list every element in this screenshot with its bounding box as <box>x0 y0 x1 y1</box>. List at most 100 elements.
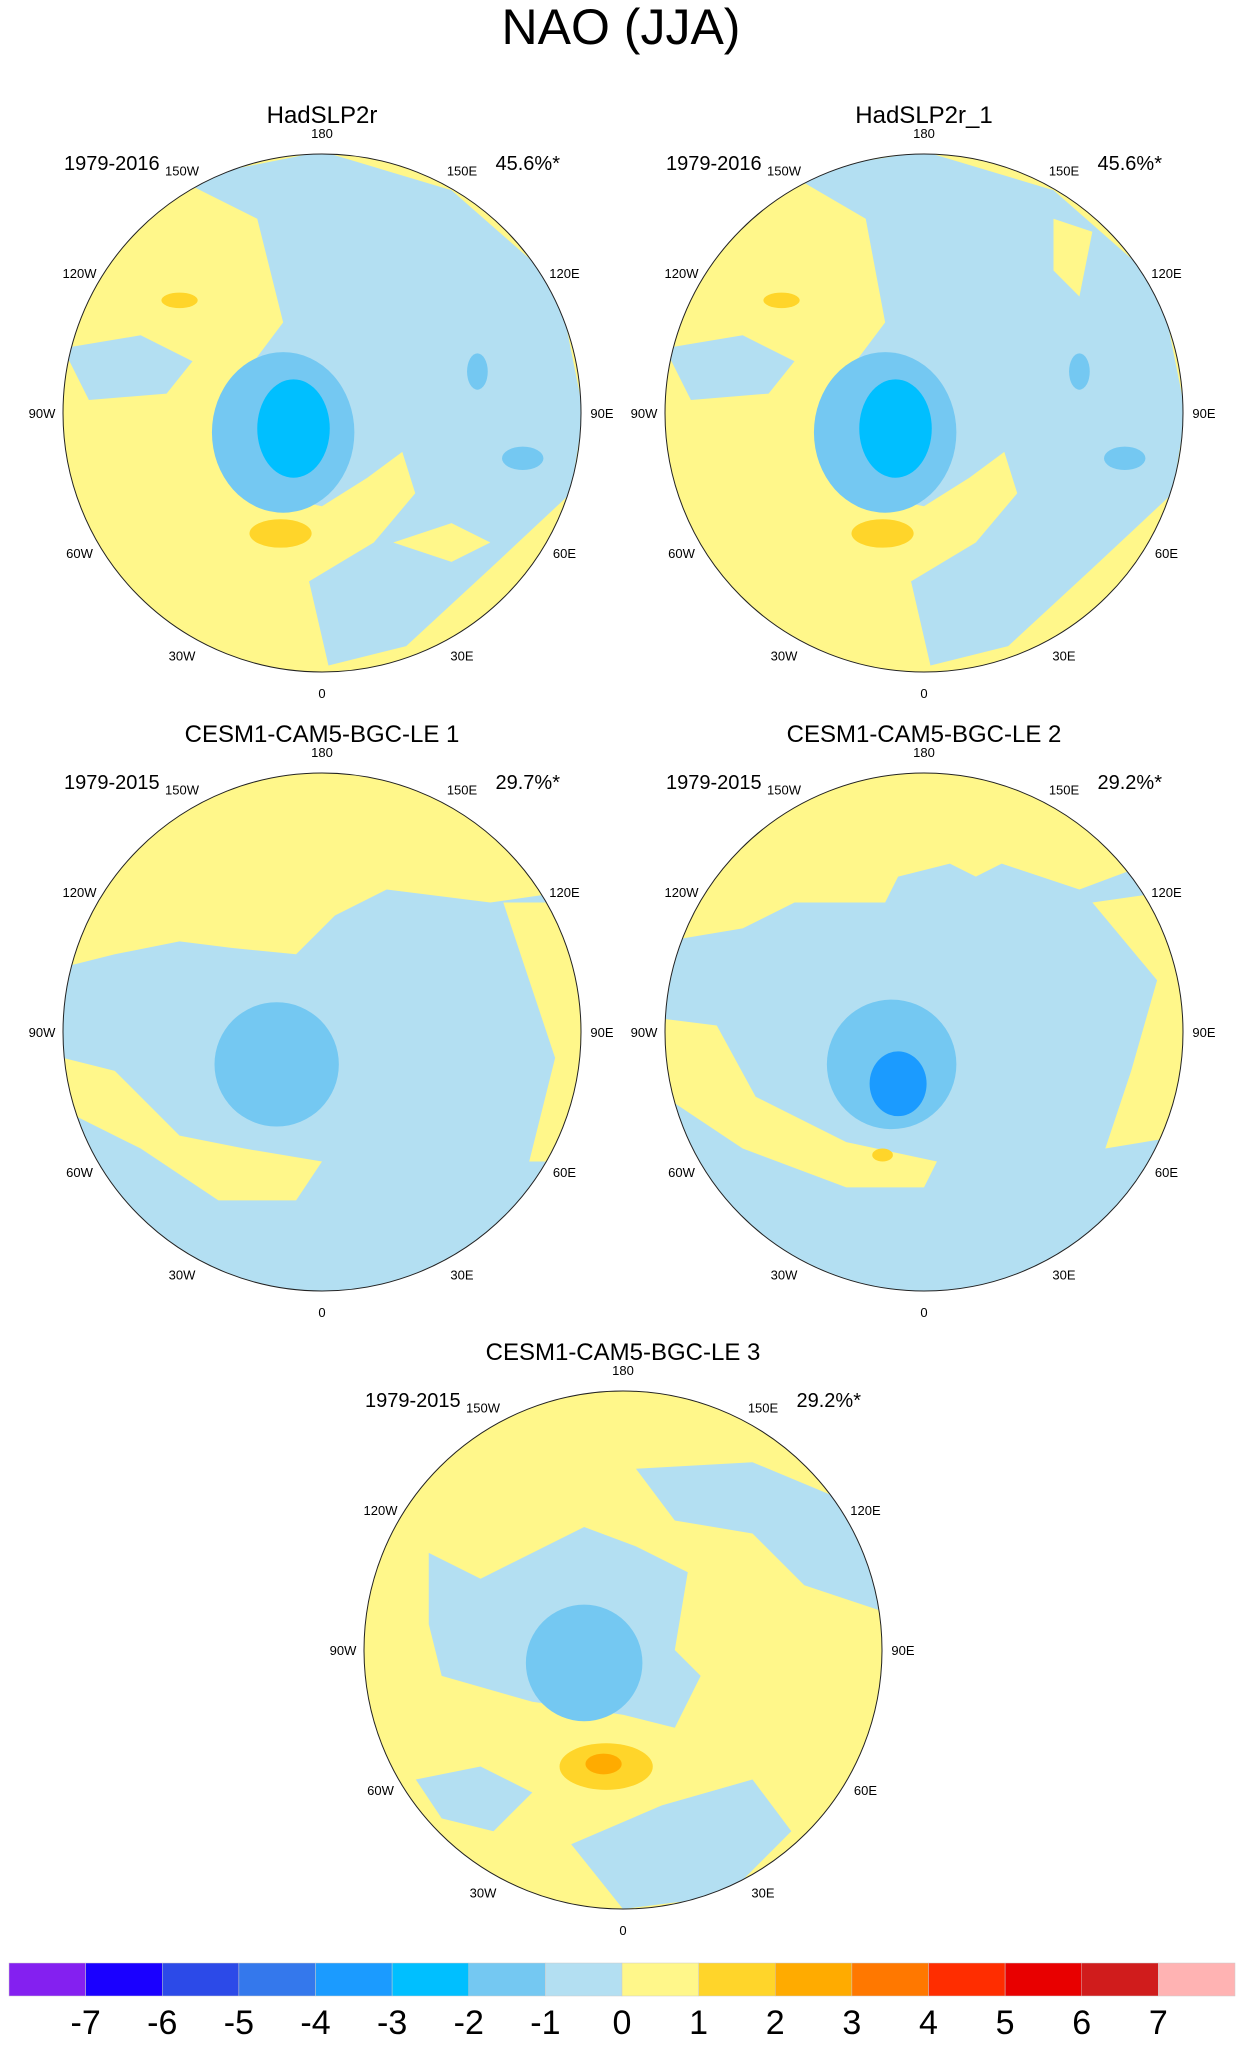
longitude-label: 120W <box>63 885 98 900</box>
panel-variance: 29.7%* <box>496 772 561 794</box>
longitude-label: 60W <box>668 546 695 561</box>
map-panel: HadSLP2r 1979-2016 45.6%* 180 150E 120E 90E 60E… <box>29 102 614 701</box>
longitude-label: 0 <box>318 686 325 701</box>
contour-region <box>393 523 491 562</box>
colorbar-swatch <box>85 1962 163 1997</box>
map-boundary <box>62 772 582 1292</box>
longitude-label: 180 <box>612 1363 634 1378</box>
longitude-label: 150W <box>165 783 200 798</box>
longitude-label: 150E <box>748 1401 779 1416</box>
longitude-label: 150W <box>767 783 802 798</box>
contour-region <box>869 1051 927 1117</box>
colorbar: -7 -6 -5 -4 -3 -2 -1 0 1 2 3 4 5 6 7 <box>8 1962 1236 2042</box>
contour-region <box>1092 889 1183 1149</box>
panel-period: 1979-2015 <box>365 1390 461 1412</box>
longitude-label: 30W <box>771 1267 798 1282</box>
contour-region <box>1069 353 1090 390</box>
longitude-label: 150E <box>447 783 478 798</box>
contour-region <box>63 335 193 401</box>
colorbar-tick-label: 4 <box>919 2004 938 2042</box>
longitude-label: 90E <box>1192 1025 1215 1040</box>
contour-region <box>502 446 544 470</box>
contour-region <box>249 519 312 548</box>
colorbar-tick-label: -7 <box>71 2004 101 2042</box>
contour-region <box>257 379 330 478</box>
colorbar-tick-label: -5 <box>224 2004 254 2042</box>
panel-title: CESM1-CAM5-BGC-LE 3 <box>486 1339 761 1366</box>
contour-region <box>665 335 795 401</box>
longitude-label: 60E <box>854 1783 877 1798</box>
colorbar-tick-label: -2 <box>454 2004 484 2042</box>
contour-field <box>63 773 581 1291</box>
contour-region <box>214 1002 339 1127</box>
longitude-label: 180 <box>913 126 935 141</box>
longitude-label: 180 <box>311 745 333 760</box>
contour-region <box>1104 446 1146 470</box>
colorbar-swatch <box>775 1962 853 1997</box>
map-panel: HadSLP2r_1 1979-2016 45.6%* 180 150E 120E 90E 6… <box>631 102 1216 701</box>
longitude-label: 150E <box>1049 164 1080 179</box>
map-boundary <box>664 772 1184 1292</box>
longitude-label: 150E <box>447 164 478 179</box>
colorbar-tick-label: 3 <box>842 2004 861 2042</box>
panel-title: CESM1-CAM5-BGC-LE 2 <box>787 721 1062 748</box>
longitude-label: 90W <box>631 1025 658 1040</box>
longitude-label: 30E <box>751 1885 774 1900</box>
contour-field <box>665 154 1183 672</box>
colorbar-swatch <box>1158 1962 1236 1997</box>
longitude-label: 60E <box>1155 1165 1178 1180</box>
panel-period: 1979-2016 <box>666 153 762 175</box>
colorbar-tick-label: 0 <box>613 2004 632 2042</box>
longitude-label: 180 <box>311 126 333 141</box>
longitude-label: 90E <box>891 1643 914 1658</box>
longitude-label: 120E <box>549 266 580 281</box>
contour-region <box>585 1753 622 1775</box>
panel-variance: 45.6%* <box>1098 153 1163 175</box>
contour-region <box>635 1462 882 1612</box>
longitude-label: 60E <box>553 546 576 561</box>
contour-region <box>859 379 932 478</box>
longitude-label: 90E <box>590 1025 613 1040</box>
panel-title: HadSLP2r <box>267 102 378 129</box>
longitude-label: 120W <box>364 1503 399 1518</box>
contour-field <box>364 1391 882 1909</box>
map-boundary <box>62 153 582 673</box>
colorbar-swatch <box>698 1962 776 1997</box>
colorbar-swatch <box>391 1962 469 1997</box>
longitude-label: 30E <box>1052 1267 1075 1282</box>
longitude-label: 30E <box>450 1267 473 1282</box>
contour-region <box>503 902 581 1162</box>
longitude-label: 90W <box>330 1643 357 1658</box>
colorbar-swatch <box>621 1962 699 1997</box>
colorbar-swatch <box>238 1962 316 1997</box>
colorbar-swatch <box>851 1962 929 1997</box>
longitude-label: 150E <box>1049 783 1080 798</box>
colorbar-swatch <box>468 1962 546 1997</box>
colorbar-tick-label: 7 <box>1149 2004 1168 2042</box>
contour-region <box>63 773 581 968</box>
panel-variance: 45.6%* <box>496 153 561 175</box>
longitude-label: 30W <box>169 648 196 663</box>
longitude-label: 0 <box>920 686 927 701</box>
longitude-label: 60E <box>1155 546 1178 561</box>
longitude-label: 90E <box>590 406 613 421</box>
longitude-label: 120E <box>850 1503 881 1518</box>
panel-variance: 29.2%* <box>797 1390 862 1412</box>
longitude-label: 90E <box>1192 406 1215 421</box>
longitude-label: 90W <box>29 406 56 421</box>
colorbar-swatch <box>928 1962 1006 1997</box>
map-panel: CESM1-CAM5-BGC-LE 1 1979-2015 29.7%* 180 150… <box>29 721 614 1320</box>
panel-period: 1979-2016 <box>64 153 160 175</box>
contour-region <box>161 292 198 309</box>
colorbar-tick-label: -4 <box>300 2004 330 2042</box>
contour-region <box>525 1604 643 1722</box>
longitude-label: 120E <box>549 885 580 900</box>
contour-region <box>788 154 1183 666</box>
colorbar-tick-label: 6 <box>1072 2004 1091 2042</box>
contour-region <box>1053 218 1093 297</box>
longitude-label: 60E <box>553 1165 576 1180</box>
longitude-label: 120W <box>665 885 700 900</box>
contour-region <box>179 154 581 666</box>
colorbar-tick-label: 1 <box>689 2004 708 2042</box>
longitude-label: 150W <box>767 164 802 179</box>
